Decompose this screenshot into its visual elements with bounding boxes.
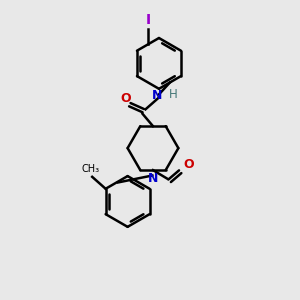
Text: N: N: [152, 89, 162, 102]
Text: O: O: [120, 92, 131, 104]
Text: O: O: [184, 158, 194, 171]
Text: CH₃: CH₃: [81, 164, 99, 174]
Text: I: I: [146, 13, 151, 27]
Text: H: H: [169, 88, 178, 101]
Text: N: N: [148, 172, 158, 185]
